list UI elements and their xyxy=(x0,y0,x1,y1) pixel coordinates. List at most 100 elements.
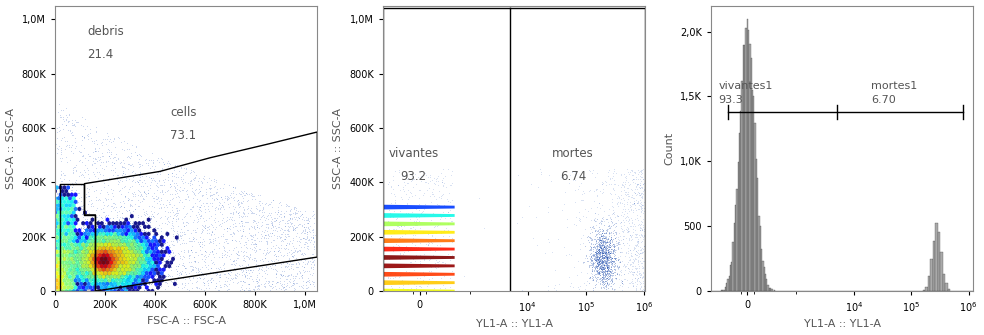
Point xyxy=(107,261,123,267)
Point xyxy=(113,256,129,261)
Point xyxy=(99,267,115,272)
Point xyxy=(152,205,167,210)
Point xyxy=(109,177,125,182)
Point xyxy=(137,237,153,242)
Point xyxy=(126,238,142,243)
Point xyxy=(110,227,126,233)
Point xyxy=(100,264,116,269)
Point xyxy=(65,266,81,271)
Point xyxy=(105,274,121,280)
Point xyxy=(104,262,120,268)
Point xyxy=(77,254,92,259)
Point xyxy=(614,250,630,255)
Point xyxy=(116,272,132,277)
Point xyxy=(101,245,117,250)
Point xyxy=(49,230,65,235)
Point xyxy=(115,258,131,263)
Point xyxy=(92,256,108,262)
Point xyxy=(97,254,113,259)
Point xyxy=(626,176,642,182)
Point xyxy=(106,259,122,265)
Point xyxy=(124,244,140,250)
Point xyxy=(102,247,118,253)
Point xyxy=(193,205,209,210)
Point xyxy=(88,236,103,241)
Point xyxy=(117,265,133,270)
Point xyxy=(84,272,99,277)
Point xyxy=(109,249,125,254)
Point xyxy=(92,250,107,255)
Point xyxy=(115,262,131,268)
Point xyxy=(109,247,125,253)
Point xyxy=(104,225,120,231)
Point xyxy=(102,262,118,268)
Point xyxy=(76,254,92,259)
Point xyxy=(284,253,300,259)
Point xyxy=(102,226,118,232)
Point xyxy=(108,250,124,255)
Point xyxy=(196,176,212,181)
Point xyxy=(92,256,107,261)
Point xyxy=(596,252,612,257)
Point xyxy=(60,254,76,259)
Point xyxy=(87,249,102,254)
Point xyxy=(111,253,127,258)
Point xyxy=(126,274,142,279)
Point xyxy=(125,253,141,258)
Point xyxy=(119,242,135,247)
Point xyxy=(595,272,611,278)
Point xyxy=(90,258,105,264)
Point xyxy=(431,202,447,208)
Point xyxy=(121,249,137,254)
Point xyxy=(85,200,100,206)
Point xyxy=(170,250,186,256)
Point xyxy=(92,252,107,258)
Point xyxy=(112,261,128,267)
Point xyxy=(95,274,111,279)
Point xyxy=(92,258,108,263)
Point xyxy=(105,255,121,260)
Point xyxy=(92,261,107,266)
Point xyxy=(103,248,119,253)
Point xyxy=(269,281,284,286)
Point xyxy=(114,288,130,294)
Point xyxy=(88,262,103,268)
Point xyxy=(106,262,122,268)
Point xyxy=(132,251,148,257)
Point xyxy=(84,252,99,258)
Point xyxy=(126,262,142,268)
Point xyxy=(110,251,126,256)
Point xyxy=(60,247,76,253)
Point xyxy=(88,266,103,271)
Point xyxy=(94,246,110,251)
Point xyxy=(101,268,117,273)
Point xyxy=(128,273,144,278)
Point xyxy=(129,236,145,242)
Point xyxy=(109,251,125,256)
Point xyxy=(225,211,241,216)
Point xyxy=(126,263,142,268)
Point xyxy=(107,262,123,268)
Point xyxy=(107,242,123,248)
Point xyxy=(67,254,83,260)
Point xyxy=(92,264,107,269)
Point xyxy=(76,266,92,271)
Point xyxy=(594,260,610,265)
Point xyxy=(108,250,124,255)
Point xyxy=(254,267,270,273)
Point xyxy=(130,259,146,264)
Point xyxy=(95,239,111,244)
Point xyxy=(55,247,71,252)
Point xyxy=(94,244,110,249)
Point xyxy=(168,210,184,215)
Point xyxy=(98,264,114,270)
Point xyxy=(591,234,607,240)
Point xyxy=(423,245,439,251)
Point xyxy=(97,278,113,283)
Point xyxy=(70,250,86,256)
Point xyxy=(152,190,167,195)
Point xyxy=(116,252,132,257)
Point xyxy=(120,239,136,244)
Point xyxy=(50,252,66,258)
Point xyxy=(91,269,106,274)
